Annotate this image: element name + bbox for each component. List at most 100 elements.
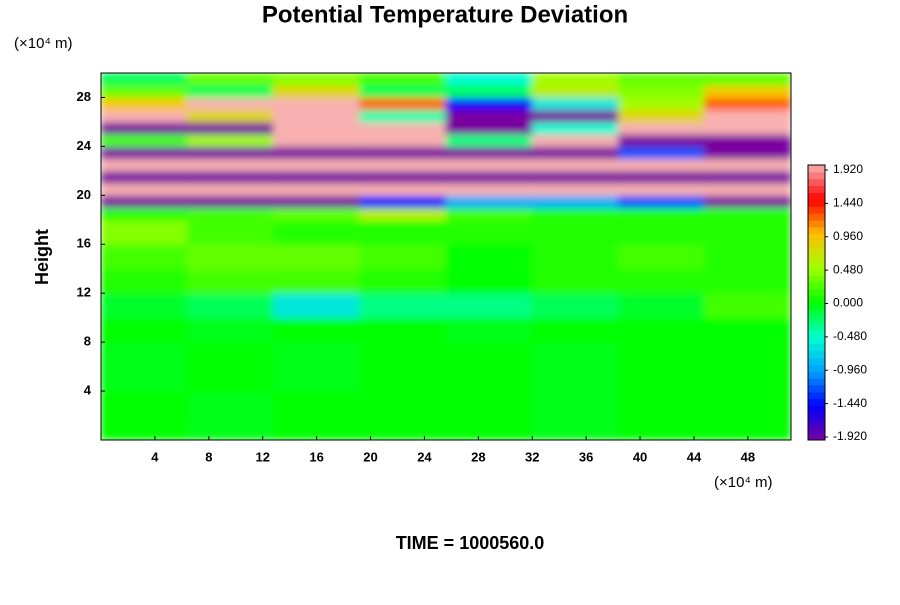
field xyxy=(101,73,791,440)
cell xyxy=(531,194,619,209)
cell xyxy=(273,158,361,172)
cell xyxy=(273,121,361,135)
cell xyxy=(445,243,533,270)
cell xyxy=(273,182,361,196)
cell xyxy=(186,317,274,343)
colorbar-tick-label: 1.920 xyxy=(833,162,863,176)
cell xyxy=(273,219,361,245)
cell xyxy=(186,96,274,111)
cell xyxy=(704,73,791,86)
cell xyxy=(445,207,533,221)
colorbar-segment xyxy=(808,419,825,427)
colorbar-segment xyxy=(808,165,825,173)
cell xyxy=(704,268,791,294)
cell xyxy=(273,207,361,221)
cell xyxy=(445,133,533,147)
cell xyxy=(101,317,188,343)
cell xyxy=(186,133,274,147)
cell xyxy=(186,219,274,245)
colorbar-tick-label: 0.960 xyxy=(833,229,863,243)
cell xyxy=(359,133,447,147)
y-tick-label: 12 xyxy=(77,285,91,300)
x-tick-label: 32 xyxy=(525,449,539,464)
cell xyxy=(531,145,619,160)
colorbar-tick-label: -1.920 xyxy=(833,429,867,443)
cell xyxy=(618,207,706,221)
cell xyxy=(101,292,188,319)
cell xyxy=(101,243,188,270)
cell xyxy=(618,170,706,184)
cell xyxy=(618,182,706,196)
cell xyxy=(359,96,447,111)
cell xyxy=(704,96,791,111)
cell xyxy=(359,109,447,123)
cell xyxy=(445,268,533,294)
cell xyxy=(359,292,447,319)
cell xyxy=(186,158,274,172)
cell xyxy=(445,170,533,184)
cell xyxy=(704,133,791,147)
cell xyxy=(445,84,533,98)
colorbar-segment xyxy=(808,275,825,283)
cell xyxy=(704,243,791,270)
cell xyxy=(101,182,188,196)
cell xyxy=(359,170,447,184)
cell xyxy=(445,73,533,86)
cell xyxy=(186,292,274,319)
cell xyxy=(704,341,791,392)
cell xyxy=(704,292,791,319)
x-tick-label: 4 xyxy=(151,449,159,464)
cell xyxy=(704,194,791,209)
colorbar-tick-label: 1.440 xyxy=(833,196,863,210)
cell xyxy=(704,207,791,221)
cell xyxy=(101,121,188,135)
colorbar-segment xyxy=(808,426,825,434)
colorbar-segment xyxy=(808,398,825,407)
colorbar-segment xyxy=(808,240,825,248)
cell xyxy=(531,219,619,245)
cell xyxy=(101,341,188,392)
cell xyxy=(273,109,361,123)
cell xyxy=(531,96,619,111)
cell xyxy=(101,96,188,111)
colorbar-tick-label: 0.480 xyxy=(833,262,863,276)
cell xyxy=(531,317,619,343)
cell xyxy=(704,84,791,98)
cell xyxy=(273,194,361,209)
colorbar-segment xyxy=(808,268,825,276)
colorbar-segment xyxy=(808,254,825,262)
colorbar-segment xyxy=(808,281,825,290)
colorbar-segment xyxy=(808,336,825,345)
colorbar-segment xyxy=(808,171,825,180)
cell xyxy=(531,109,619,123)
y-tick-label: 16 xyxy=(77,236,91,251)
cell xyxy=(186,207,274,221)
cell xyxy=(186,121,274,135)
colorbar-segment xyxy=(808,247,825,255)
colorbar-segment xyxy=(808,261,825,269)
y-unit-label: (×10⁴ m) xyxy=(14,35,73,52)
cell xyxy=(101,194,188,209)
cell xyxy=(359,158,447,172)
cell xyxy=(531,243,619,270)
cell xyxy=(618,109,706,123)
colorbar-segment xyxy=(808,364,825,372)
colorbar-tick-label: 0.000 xyxy=(833,296,863,310)
cell xyxy=(445,109,533,123)
x-tick-label: 12 xyxy=(255,449,269,464)
cell xyxy=(359,182,447,196)
colorbar-segment xyxy=(808,433,825,441)
cell xyxy=(445,390,533,440)
x-tick-label: 36 xyxy=(579,449,593,464)
cell xyxy=(359,390,447,440)
cell xyxy=(186,182,274,196)
y-axis-label: Height xyxy=(32,229,52,285)
cell xyxy=(273,145,361,160)
cell xyxy=(618,158,706,172)
colorbar-segment xyxy=(808,330,825,338)
cell xyxy=(704,145,791,160)
cell xyxy=(186,243,274,270)
y-tick-label: 8 xyxy=(84,334,91,349)
cell xyxy=(445,341,533,392)
